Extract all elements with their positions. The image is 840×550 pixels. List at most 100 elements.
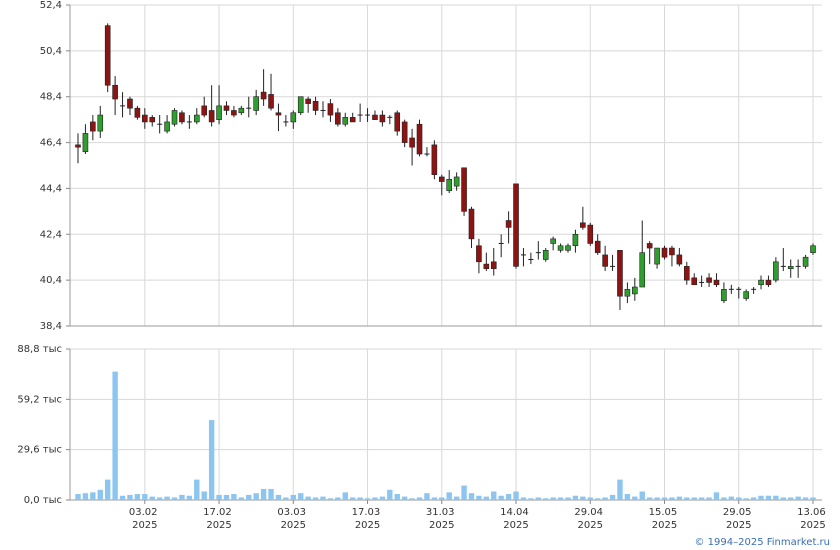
volume-bar bbox=[342, 492, 348, 500]
volume-bar bbox=[394, 494, 400, 500]
candle-body bbox=[669, 247, 675, 256]
volume-bar bbox=[661, 497, 668, 500]
volume-bar bbox=[609, 494, 616, 500]
candle-body bbox=[765, 279, 772, 286]
volume-bar bbox=[127, 494, 133, 500]
volume-bar bbox=[246, 494, 252, 500]
y-tick-label: 59,2 тыс bbox=[17, 394, 62, 405]
volume-bar bbox=[231, 494, 237, 500]
candle-body bbox=[342, 117, 349, 125]
x-tick-label: 17.02 2025 bbox=[203, 507, 235, 531]
candle-body bbox=[401, 121, 408, 143]
volume-bar bbox=[706, 497, 712, 500]
volume-bar bbox=[424, 493, 430, 500]
volume-bar bbox=[535, 497, 542, 500]
volume-bar bbox=[134, 494, 141, 500]
volume-bar bbox=[112, 371, 118, 500]
volume-bar bbox=[765, 495, 772, 500]
volume-bar bbox=[372, 497, 378, 500]
candle-body bbox=[580, 222, 586, 228]
volume-bar bbox=[543, 498, 549, 500]
volume-bar bbox=[238, 497, 245, 500]
volume-bar bbox=[349, 497, 356, 500]
volume-bar bbox=[795, 496, 801, 500]
volume-bar bbox=[780, 497, 787, 500]
candle-body bbox=[82, 133, 89, 153]
volume-bar bbox=[802, 497, 809, 500]
candle-body bbox=[587, 224, 594, 244]
volume-bar bbox=[201, 491, 207, 500]
volume-bar bbox=[357, 497, 363, 500]
volume-bar bbox=[550, 497, 556, 500]
volume-bar bbox=[602, 497, 608, 500]
volume-bar bbox=[409, 498, 415, 500]
volume-bar bbox=[446, 492, 452, 500]
y-tick-label: 50,4 bbox=[40, 46, 62, 57]
y-tick-label: 40,4 bbox=[40, 275, 62, 286]
volume-bar bbox=[498, 495, 504, 500]
candle-body bbox=[142, 114, 148, 123]
volume-bar bbox=[260, 488, 267, 500]
volume-bar bbox=[594, 498, 601, 500]
volume-bar bbox=[743, 498, 749, 500]
volume-bar bbox=[298, 493, 304, 500]
candle-body bbox=[802, 256, 809, 267]
volume-bar bbox=[431, 497, 438, 500]
volume-bar bbox=[164, 496, 170, 500]
candle-body bbox=[201, 105, 208, 116]
volume-bar bbox=[758, 495, 764, 500]
candle-body bbox=[691, 277, 698, 286]
candle-body bbox=[706, 277, 712, 283]
candle-body bbox=[372, 114, 378, 120]
volume-bar bbox=[194, 479, 200, 500]
candle-body bbox=[617, 250, 623, 297]
volume-bar bbox=[90, 492, 96, 500]
x-tick-label: 31.03 2025 bbox=[426, 507, 458, 531]
volume-bar bbox=[97, 489, 103, 500]
volume-bar bbox=[565, 497, 571, 500]
y-tick-label: 88,8 тыс bbox=[17, 344, 62, 355]
volume-bar bbox=[142, 494, 148, 500]
candle-body bbox=[290, 112, 297, 123]
candle-body bbox=[416, 123, 423, 155]
y-tick-label: 46,4 bbox=[40, 138, 62, 149]
x-tick-label: 29.04 2025 bbox=[574, 507, 606, 531]
y-tick-label: 0,0 тыс bbox=[24, 495, 62, 506]
candle-body bbox=[646, 243, 653, 249]
volume-bar bbox=[275, 494, 282, 500]
x-tick-label: 03.02 2025 bbox=[129, 507, 161, 531]
volume-bar bbox=[179, 494, 185, 500]
candle-body bbox=[483, 263, 490, 269]
volume-bar bbox=[223, 494, 230, 500]
x-tick-label: 17.03 2025 bbox=[352, 507, 384, 531]
candle-body bbox=[275, 112, 282, 116]
credit[interactable]: © 1994–2025 Finmarket.ru bbox=[694, 537, 830, 548]
candle-body bbox=[758, 279, 764, 286]
volume-bar bbox=[461, 485, 467, 500]
volume-bar bbox=[698, 497, 705, 500]
y-tick-label: 38,4 bbox=[40, 321, 62, 332]
candle-body bbox=[572, 233, 579, 247]
candle-body bbox=[149, 117, 156, 123]
candle-body bbox=[513, 183, 519, 267]
volume-bar bbox=[416, 497, 423, 500]
volume-bar bbox=[691, 497, 697, 500]
volume-bar bbox=[439, 497, 445, 500]
candle-body bbox=[104, 25, 111, 86]
volume-bar bbox=[788, 497, 794, 500]
y-tick-label: 44,4 bbox=[40, 183, 62, 194]
candle-body bbox=[305, 98, 311, 104]
volume-bar bbox=[327, 498, 334, 500]
volume-bar bbox=[587, 497, 593, 500]
candle-body bbox=[90, 121, 96, 132]
candle-body bbox=[379, 114, 386, 123]
candle-body bbox=[394, 112, 401, 132]
x-tick-label: 13.06 2025 bbox=[797, 507, 829, 531]
candle-body bbox=[743, 291, 749, 299]
candle-body bbox=[216, 105, 222, 120]
volume-bar bbox=[253, 493, 259, 500]
volume-bar bbox=[513, 491, 519, 500]
candle-body bbox=[297, 96, 304, 114]
volume-bar bbox=[669, 497, 675, 500]
